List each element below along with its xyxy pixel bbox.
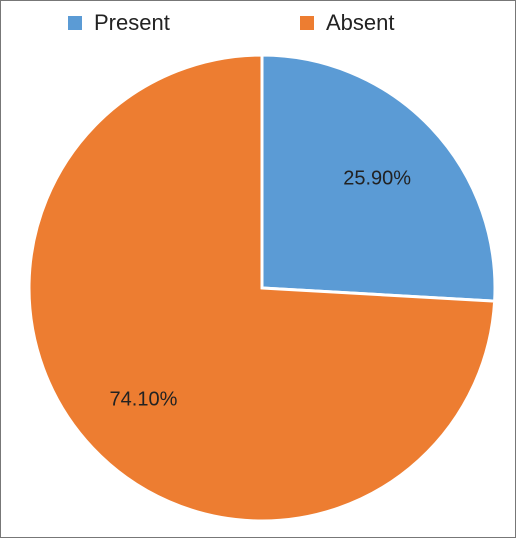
legend-text: Present [94, 10, 170, 35]
legend-swatch [68, 16, 82, 30]
legend-swatch [300, 16, 314, 30]
pie-slice [27, 53, 497, 523]
value-label: 25.90% [343, 167, 411, 189]
value-label: 74.10% [110, 388, 178, 410]
legend-text: Absent [326, 10, 395, 35]
pie-slice [260, 53, 497, 303]
